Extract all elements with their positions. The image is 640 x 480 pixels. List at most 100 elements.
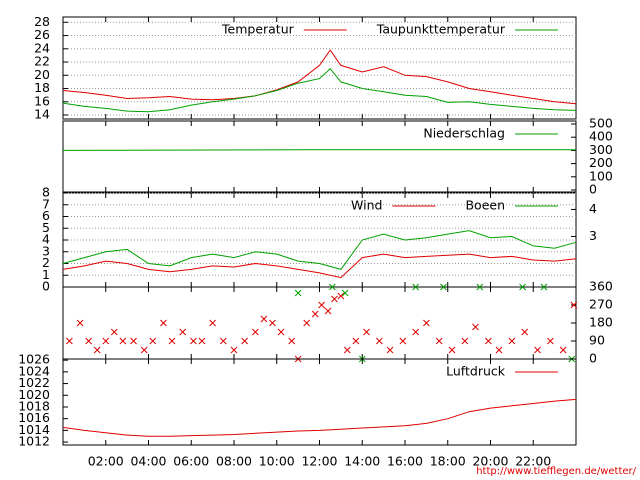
y-tick-label: 1 (42, 267, 50, 282)
y-tick-label: 1020 (18, 387, 50, 402)
direction-marker (363, 328, 370, 336)
direction-marker (140, 346, 148, 354)
footer-url: http://www.tiefflegen.de/wetter/ (476, 466, 636, 477)
y-tick-label: 14 (34, 107, 50, 122)
direction-marker (190, 337, 197, 345)
y2-tick-label: 3 (589, 228, 597, 243)
direction-marker (130, 337, 137, 345)
y-tick-label: 1018 (18, 398, 50, 413)
y2-tick-label: 0 (589, 182, 597, 197)
y-tick-label: 20 (34, 67, 50, 82)
direction-marker (179, 328, 187, 336)
y2-tick-label: 400 (589, 129, 613, 144)
series-line (62, 149, 576, 151)
direction-marker (461, 337, 469, 345)
y2-tick-label: 90 (589, 333, 605, 348)
direction-marker (85, 337, 93, 345)
y-tick-label: 1026 (18, 352, 50, 367)
y2-tick-label: 4 (589, 201, 597, 216)
y-tick-label: 0 (42, 279, 50, 294)
direction-marker (472, 323, 479, 331)
direction-marker (375, 337, 383, 345)
y-tick-label: 1014 (18, 422, 50, 437)
y-tick-label: 8 (42, 185, 50, 200)
direction-marker (168, 337, 176, 345)
direction-marker (343, 346, 351, 354)
legend-label: Niederschlag (423, 126, 505, 141)
direction-marker (311, 310, 319, 318)
x-tick-label: 20:00 (472, 454, 508, 469)
direction-marker (521, 328, 529, 336)
direction-marker (76, 319, 84, 327)
direction-marker (412, 328, 420, 336)
direction-marker (119, 337, 127, 345)
legend-label: Boeen (465, 198, 505, 213)
direction-marker (341, 289, 349, 297)
y2-tick-label: 200 (589, 155, 613, 170)
y-tick-label: 1016 (18, 410, 50, 425)
x-tick-label: 10:00 (259, 454, 295, 469)
y-tick-label: 1024 (18, 363, 50, 378)
series-line (62, 230, 577, 270)
y-tick-label: 22 (34, 54, 50, 69)
direction-marker (318, 301, 325, 309)
direction-marker (331, 295, 338, 303)
series-line (62, 398, 577, 437)
y-tick-label: 16 (34, 93, 50, 108)
direction-marker (440, 283, 447, 291)
y-tick-label: 26 (34, 27, 50, 42)
x-tick-label: 14:00 (344, 454, 380, 469)
direction-marker (328, 283, 336, 291)
series-line (62, 67, 577, 113)
direction-marker (448, 346, 456, 354)
direction-marker (412, 283, 420, 291)
direction-marker (110, 328, 118, 336)
direction-marker (149, 337, 157, 345)
direction-marker (337, 292, 345, 300)
direction-marker (546, 337, 554, 345)
direction-marker (399, 337, 407, 345)
y-tick-label: 7 (42, 196, 50, 211)
x-tick-label: 22:00 (515, 454, 551, 469)
direction-marker (519, 283, 526, 291)
y-tick-label: 4 (42, 232, 50, 247)
x-tick-label: 04:00 (130, 454, 166, 469)
direction-marker (102, 337, 110, 345)
direction-marker (324, 307, 332, 315)
direction-marker (534, 346, 541, 354)
y-tick-label: 1012 (18, 434, 50, 449)
direction-marker (435, 337, 443, 345)
x-tick-label: 06:00 (173, 454, 209, 469)
direction-marker (198, 337, 206, 345)
y-tick-label: 24 (34, 40, 50, 55)
y-tick-label: 6 (42, 208, 50, 223)
legend-label: Temperatur (221, 22, 295, 37)
y2-tick-label: 180 (589, 315, 613, 330)
direction-marker (495, 346, 503, 354)
x-tick-label: 18:00 (430, 454, 466, 469)
direction-marker (209, 319, 216, 327)
direction-marker (288, 337, 296, 345)
direction-marker (352, 337, 360, 345)
legend-label: Wind (351, 198, 382, 213)
y-tick-label: 2 (42, 255, 50, 270)
y2-tick-label: 270 (589, 297, 613, 312)
y2-tick-label: 300 (589, 142, 613, 157)
direction-marker (219, 337, 227, 345)
legend-label: Taupunkttemperatur (376, 22, 506, 37)
y-tick-label: 5 (42, 220, 50, 235)
direction-marker (476, 283, 484, 291)
y2-tick-label: 500 (589, 116, 613, 131)
y2-tick-label: 100 (589, 168, 613, 183)
x-tick-label: 12:00 (301, 454, 337, 469)
legend-label: Luftdruck (446, 364, 506, 379)
direction-marker (386, 346, 394, 354)
y-tick-label: 28 (34, 14, 50, 29)
direction-marker (277, 328, 285, 336)
direction-marker (269, 319, 276, 327)
direction-marker (559, 346, 567, 354)
x-tick-label: 02:00 (88, 454, 124, 469)
direction-marker (230, 346, 238, 354)
y-tick-label: 3 (42, 243, 50, 258)
